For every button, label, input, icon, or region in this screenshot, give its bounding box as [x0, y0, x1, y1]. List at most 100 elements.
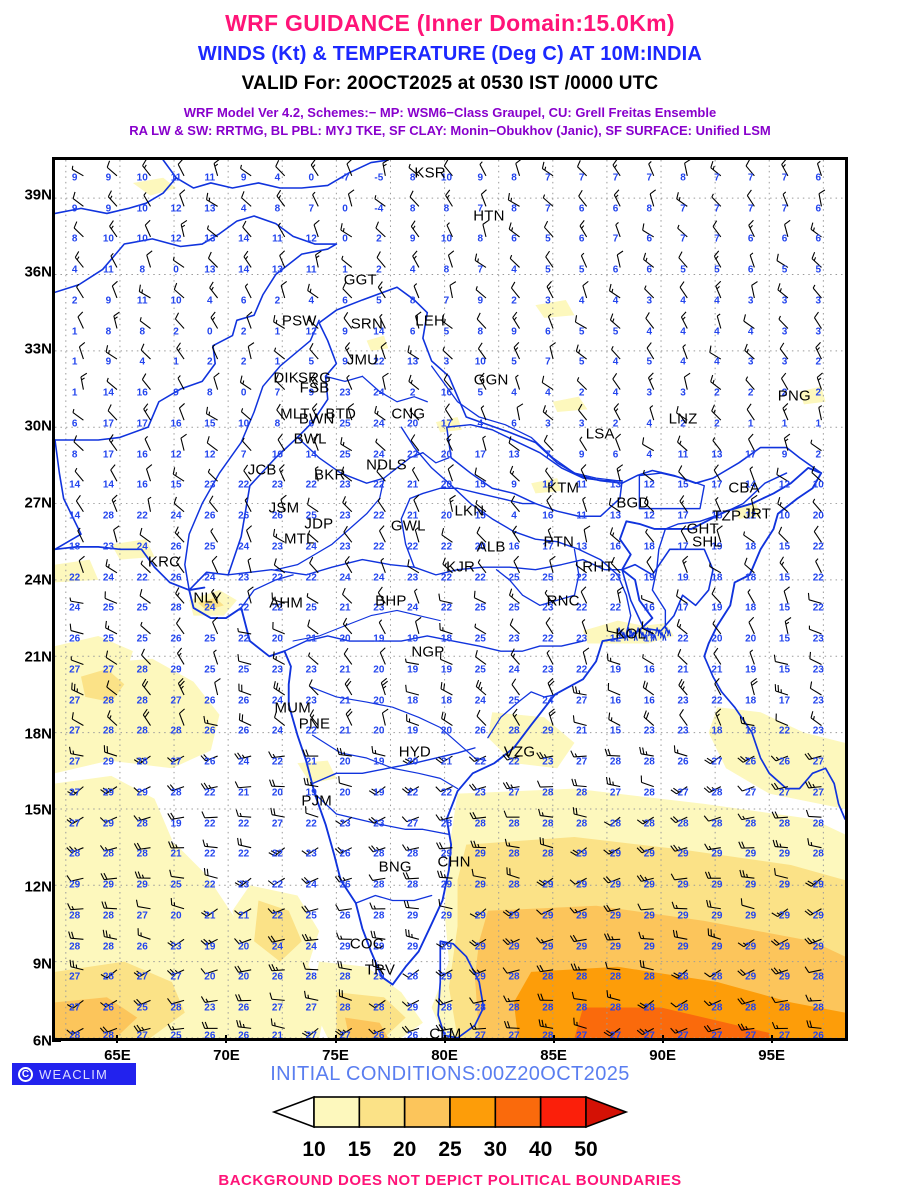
wind-barb [680, 525, 688, 543]
wind-barb [714, 678, 722, 696]
wind-barb [375, 221, 386, 238]
wind-barb [74, 467, 84, 482]
wind-barb [811, 465, 822, 482]
wind-barb [813, 525, 822, 543]
shading-contour-5 [81, 669, 125, 703]
wind-barb [441, 528, 453, 543]
wind-barb [810, 711, 822, 726]
wind-barb [305, 806, 319, 818]
wind-barb [307, 619, 319, 635]
map-plot-area[interactable]: 9 9 10 11 11 9 4 0 -7 -5 8 10 9 8 7 7 7 7 8 7 7 7 6 9 9 10 12 13 4 8 7… [52, 157, 848, 1041]
wind-barb [613, 189, 621, 207]
wind-barb [515, 374, 521, 390]
wind-barb [445, 189, 453, 207]
longitude-tickmark [770, 1035, 773, 1043]
wind-barb [775, 713, 789, 727]
boundary-line [651, 472, 788, 629]
wind-barb [309, 556, 319, 574]
weaclim-logo-badge[interactable]: C WEACLIM [12, 1063, 136, 1085]
longitude-tick-85E: 85E [540, 1047, 567, 1064]
wind-barb [71, 682, 84, 696]
wind-barb [237, 628, 252, 635]
wind-barb [737, 755, 755, 763]
wind-barb [379, 313, 386, 329]
weaclim-label: WEACLIM [39, 1066, 109, 1082]
colorbar-arrow-high [585, 1095, 629, 1129]
wind-barb [804, 908, 822, 916]
wind-barb [77, 311, 84, 329]
boundary-line [292, 609, 441, 642]
wind-barb [344, 678, 353, 696]
wind-barb [301, 905, 319, 913]
wind-barb [513, 555, 521, 574]
wind-barb [178, 708, 185, 726]
wind-barb [78, 342, 86, 360]
wind-barb [380, 557, 386, 574]
wind-barb [377, 497, 386, 513]
wind-barb [133, 786, 151, 793]
boundary-line [655, 627, 660, 634]
wind-barb [603, 904, 621, 912]
wind-barb [280, 280, 287, 299]
wind-barb [578, 189, 588, 207]
wind-barb [407, 345, 420, 360]
model-config-line-2: RA LW & SW: RRTMG, BL PBL: MYJ TKE, SF C… [129, 123, 771, 138]
wind-barb [402, 872, 419, 880]
wind-barb [201, 1021, 218, 1029]
wind-barb [479, 161, 487, 177]
wind-barb [278, 464, 286, 482]
wind-barb [537, 993, 554, 1001]
wind-barb [442, 346, 453, 360]
wind-barb [267, 908, 285, 915]
wind-barb [137, 928, 151, 940]
wind-barb [642, 437, 654, 452]
wind-barb [749, 649, 755, 665]
wind-barb [809, 651, 822, 665]
wind-barb [133, 815, 151, 822]
wind-barb [616, 586, 624, 604]
boundary-line [445, 423, 623, 518]
wind-barb [704, 871, 721, 879]
shading-contour-10 [344, 1017, 389, 1038]
wind-barb [549, 342, 556, 360]
wind-barb [376, 251, 386, 268]
wind-barb [508, 222, 520, 238]
wind-barb [301, 847, 319, 856]
wind-barb [307, 497, 319, 513]
wind-barb [206, 192, 218, 207]
wind-barb [401, 999, 420, 1007]
wind-barb [716, 525, 723, 543]
wind-barb [144, 219, 152, 238]
wind-barb [474, 253, 487, 268]
colorbar-tick-25: 25 [438, 1138, 462, 1161]
wind-barb [347, 189, 355, 207]
wind-barb [441, 314, 453, 329]
wind-barb [575, 561, 587, 574]
wind-barb [409, 407, 420, 421]
wind-barb [146, 250, 153, 268]
wind-barb [641, 621, 654, 635]
wind-barb [712, 220, 722, 238]
wind-barb [338, 776, 352, 788]
wind-barb [143, 192, 151, 207]
wind-barb [546, 649, 554, 665]
wind-barb [244, 497, 252, 513]
valid-time-label: VALID For: 20OCT2025 at 0530 IST /0000 U… [241, 73, 659, 94]
shading-contour-29 [366, 335, 389, 351]
wind-barb [311, 403, 319, 421]
wind-barb [368, 816, 386, 824]
wind-barb [346, 374, 353, 390]
wind-barb [313, 219, 320, 238]
wind-barb [545, 250, 554, 268]
wind-barb [778, 526, 789, 543]
wind-barb [272, 651, 285, 665]
wind-barb [344, 342, 353, 360]
shading-contour-25 [435, 417, 462, 433]
wind-barb [502, 781, 520, 790]
wind-barb [402, 969, 420, 978]
latitude-tick-24N: 24N [24, 571, 52, 589]
wind-barb [276, 403, 286, 421]
wind-barb [636, 1027, 654, 1036]
wind-barb [645, 312, 655, 329]
wind-barb [677, 435, 688, 452]
